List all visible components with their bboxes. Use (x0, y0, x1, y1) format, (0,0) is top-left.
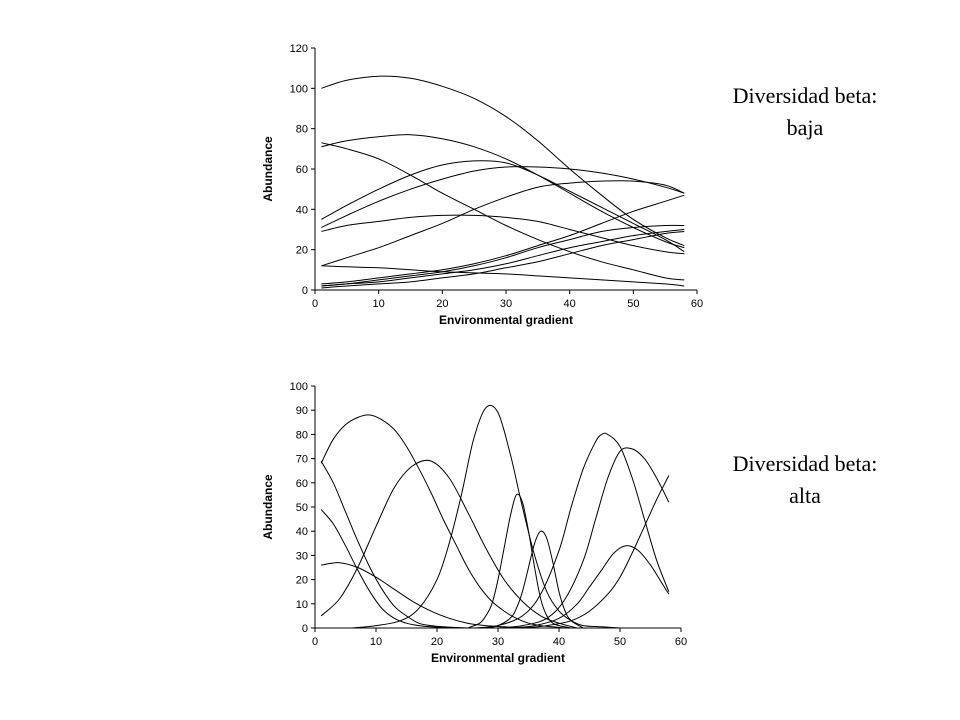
species-curve-4 (321, 160, 685, 253)
species-curve-7 (467, 493, 572, 629)
species-curve-4 (321, 562, 523, 629)
y-tick-label: 50 (296, 502, 308, 514)
species-curve-11 (510, 545, 670, 629)
x-tick-label: 20 (436, 298, 448, 310)
y-tick-label: 0 (302, 623, 308, 635)
caption-top-line2: baja (786, 115, 824, 140)
species-curve-12 (522, 475, 670, 629)
x-axis-title: Environmental gradient (439, 313, 573, 327)
species-curve-8 (485, 530, 584, 629)
species-curve-12 (321, 231, 685, 289)
x-tick-label: 50 (627, 298, 639, 310)
y-tick-label: 40 (296, 204, 308, 216)
x-tick-label: 10 (373, 298, 385, 310)
species-curve-3 (321, 142, 685, 281)
caption-bottom-line1: Diversidad beta: (732, 451, 878, 476)
y-tick-label: 0 (302, 285, 308, 297)
species-curve-5 (321, 166, 685, 228)
x-axis-title: Environmental gradient (431, 651, 565, 665)
x-tick-label: 40 (564, 298, 576, 310)
caption-bottom-line2: alta (789, 483, 821, 508)
x-tick-label: 30 (500, 298, 512, 310)
chart-high-beta-diversity: 0 10 20 30 40 50 60 70 80 90 100 0 10 20 30 40 50 60 Envir… (261, 381, 687, 665)
caption-top-line1: Diversidad beta: (732, 83, 878, 108)
caption-low-beta: Diversidad beta: baja (700, 80, 910, 144)
species-curve-1 (321, 75, 685, 247)
x-tick-label: 60 (691, 298, 703, 310)
species-curve-5 (320, 459, 578, 629)
x-tick-label: 50 (614, 636, 626, 648)
y-tick-label: 70 (296, 454, 308, 466)
y-tick-label: 10 (296, 599, 308, 611)
x-tick-label: 40 (553, 636, 565, 648)
species-curve-10 (497, 447, 670, 629)
y-tick-label: 20 (296, 245, 308, 257)
species-curve-8 (321, 265, 685, 287)
species-curve-1 (320, 414, 566, 629)
species-curve-11 (321, 229, 685, 287)
y-axis-title: Abundance (261, 474, 275, 540)
y-tick-label: 100 (290, 381, 308, 393)
species-curve-2 (320, 460, 529, 629)
species-curve-6 (321, 214, 685, 255)
x-tick-label: 30 (492, 636, 504, 648)
y-tick-label: 30 (296, 550, 308, 562)
x-tick-label: 0 (312, 636, 318, 648)
x-tick-label: 60 (675, 636, 687, 648)
y-tick-label: 40 (296, 526, 308, 538)
species-curve-9 (473, 432, 670, 629)
x-tick-label: 20 (431, 636, 443, 648)
x-tick-label: 0 (312, 298, 318, 310)
y-tick-label: 60 (296, 164, 308, 176)
y-tick-label: 100 (290, 83, 308, 95)
y-tick-label: 120 (290, 43, 308, 55)
y-tick-label: 80 (296, 124, 308, 136)
species-curve-2 (321, 134, 685, 249)
y-tick-label: 20 (296, 575, 308, 587)
x-tick-label: 10 (370, 636, 382, 648)
caption-high-beta: Diversidad beta: alta (700, 448, 910, 512)
chart-low-beta-diversity: 0 20 40 60 80 100 120 0 10 20 30 40 50 60 Environmenta… (261, 43, 703, 327)
species-curve-10 (321, 224, 685, 287)
y-tick-label: 60 (296, 478, 308, 490)
species-curve-9 (321, 194, 685, 285)
species-curve-7 (321, 180, 685, 267)
y-tick-label: 90 (296, 405, 308, 417)
species-curve-3 (320, 509, 480, 629)
y-tick-label: 80 (296, 429, 308, 441)
y-axis-title: Abundance (261, 136, 275, 202)
